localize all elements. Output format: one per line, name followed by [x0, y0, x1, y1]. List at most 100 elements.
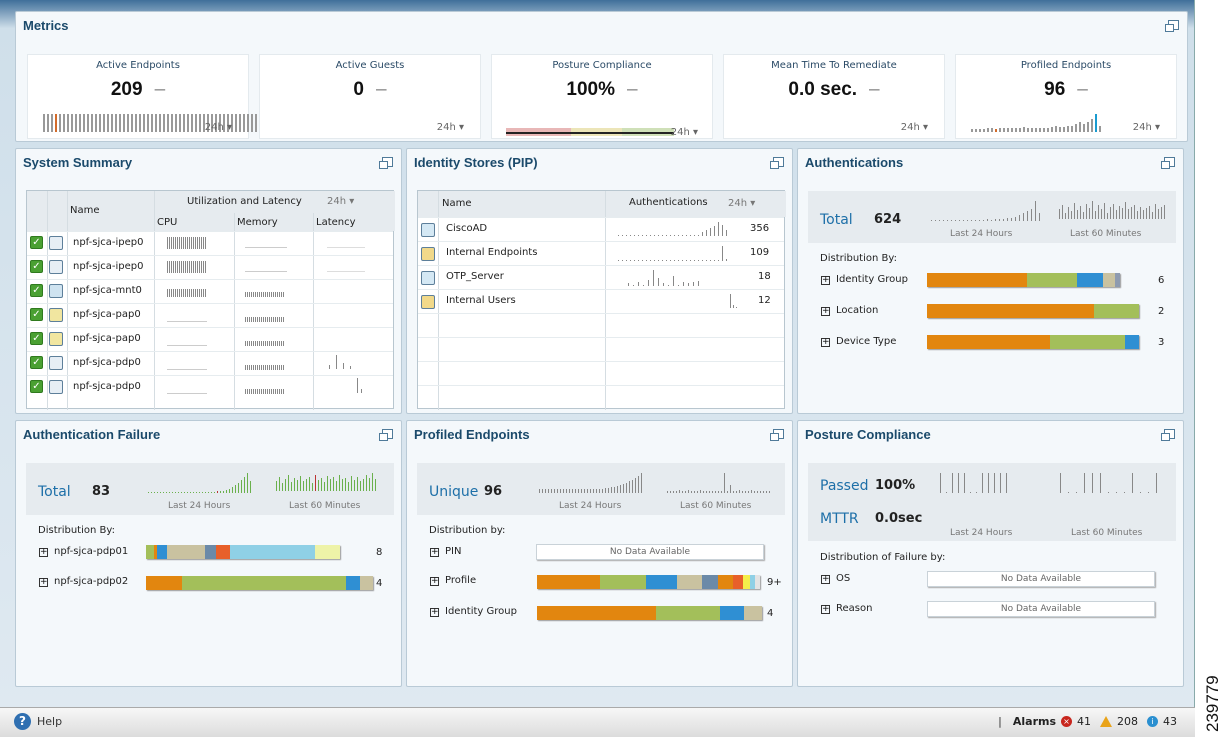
- table-row[interactable]: ✓ npf-sjca-ipep0: [27, 255, 393, 279]
- dist-item-label[interactable]: Location: [836, 305, 879, 316]
- row-name: npf-sjca-ipep0: [73, 261, 144, 272]
- metric-mean-time-remediate[interactable]: Mean Time To Remediate 0.0 sec. – 24h: [723, 54, 945, 139]
- metric-active-endpoints[interactable]: Active Endpoints 209– 24h: [27, 54, 429, 139]
- dist-bar[interactable]: [537, 575, 760, 589]
- dist-bar[interactable]: [146, 545, 340, 559]
- table-row[interactable]: Internal Endpoints 109: [418, 241, 784, 265]
- help-link[interactable]: ? Help: [14, 713, 62, 730]
- server-icon: [49, 236, 63, 250]
- maximize-icon[interactable]: [1165, 20, 1179, 32]
- last60-sparkline: [1060, 473, 1157, 493]
- range-dropdown[interactable]: 24h ▾: [728, 198, 756, 209]
- mttr-label: MTTR: [820, 511, 859, 527]
- expand-icon[interactable]: +: [821, 275, 830, 285]
- dist-bar[interactable]: [537, 606, 762, 620]
- server-icon: [49, 260, 63, 274]
- expand-icon[interactable]: +: [39, 577, 48, 587]
- row-name: npf-sjca-mnt0: [73, 285, 142, 296]
- ad-icon: [421, 223, 435, 237]
- info-icon: i: [1147, 716, 1158, 727]
- table-row[interactable]: CiscoAD 356: [418, 217, 784, 241]
- metric-posture-compliance[interactable]: Posture Compliance 100% – 24h: [491, 54, 713, 139]
- col-group: Utilization and Latency: [187, 196, 302, 207]
- table-row[interactable]: OTP_Server 18: [418, 265, 784, 289]
- critical-count[interactable]: 41: [1077, 715, 1091, 728]
- alarms-area[interactable]: | Alarms × 41 208 i 43: [998, 715, 1177, 728]
- dist-item-label[interactable]: PIN: [445, 546, 462, 557]
- table-row[interactable]: ✓ npf-sjca-pap0: [27, 303, 393, 327]
- maximize-icon[interactable]: [770, 429, 784, 441]
- auth-failure-title: Authentication Failure: [23, 427, 161, 442]
- dist-item-label[interactable]: Reason: [836, 603, 873, 614]
- help-label: Help: [37, 715, 63, 728]
- check-icon: ✓: [30, 236, 43, 249]
- distribution-label: Distribution of Failure by:: [820, 552, 946, 563]
- range-dropdown[interactable]: 24h: [437, 122, 464, 133]
- table-row[interactable]: ✓ npf-sjca-pdp0: [27, 375, 393, 399]
- server-icon: [49, 380, 63, 394]
- maximize-icon[interactable]: [379, 429, 393, 441]
- memory-sparkline: [245, 292, 284, 297]
- chart-icon: [49, 284, 63, 298]
- info-count[interactable]: 43: [1163, 715, 1177, 728]
- memory-sparkline: [245, 389, 284, 394]
- maximize-icon[interactable]: [770, 157, 784, 169]
- metric-label: Active Endpoints: [96, 60, 180, 71]
- dist-bar[interactable]: [146, 576, 373, 590]
- maximize-icon[interactable]: [1161, 157, 1175, 169]
- auth-sparkline: [628, 270, 699, 286]
- dist-item-label[interactable]: Identity Group: [445, 606, 517, 617]
- metric-value: 100% –: [566, 79, 638, 100]
- check-icon: ✓: [30, 380, 43, 393]
- dist-bar[interactable]: [927, 335, 1139, 349]
- range-dropdown[interactable]: 24h: [1133, 122, 1160, 133]
- expand-icon[interactable]: +: [430, 607, 439, 617]
- table-row[interactable]: ✓ npf-sjca-pdp0: [27, 351, 393, 375]
- dist-item-label[interactable]: npf-sjca-pdp02: [54, 576, 129, 587]
- col-name[interactable]: Name: [70, 205, 100, 216]
- no-data-box: No Data Available: [927, 601, 1155, 617]
- expand-icon[interactable]: +: [430, 576, 439, 586]
- cpu-sparkline: [167, 289, 206, 297]
- dist-bar[interactable]: [927, 273, 1121, 287]
- database-icon: [421, 295, 435, 309]
- dist-item-label[interactable]: Device Type: [836, 336, 897, 347]
- maximize-icon[interactable]: [379, 157, 393, 169]
- table-row[interactable]: ✓ npf-sjca-mnt0: [27, 279, 393, 303]
- col-authentications[interactable]: Authentications: [629, 197, 708, 208]
- expand-icon[interactable]: +: [39, 547, 48, 557]
- col-name[interactable]: Name: [442, 198, 472, 209]
- expand-icon[interactable]: +: [821, 337, 830, 347]
- maximize-icon[interactable]: [1161, 429, 1175, 441]
- dist-bar[interactable]: [927, 304, 1139, 318]
- table-row[interactable]: ✓ npf-sjca-ipep0: [27, 231, 393, 255]
- dist-item-label[interactable]: npf-sjca-pdp01: [54, 546, 129, 557]
- range-dropdown[interactable]: 24h: [901, 122, 928, 133]
- metric-profiled-endpoints[interactable]: Profiled Endpoints 96– 24h: [955, 54, 1177, 139]
- last24-label: Last 24 Hours: [950, 229, 1013, 239]
- metric-active-guests[interactable]: Active Guests 0– 24h: [259, 54, 481, 139]
- range-dropdown[interactable]: 24h ▾: [327, 196, 355, 207]
- expand-icon[interactable]: +: [821, 574, 830, 584]
- metric-label: Posture Compliance: [552, 60, 652, 71]
- expand-icon[interactable]: +: [821, 604, 830, 614]
- check-icon: ✓: [30, 308, 43, 321]
- col-latency[interactable]: Latency: [316, 217, 356, 228]
- last24-label: Last 24 Hours: [168, 501, 231, 511]
- table-row[interactable]: Internal Users 12: [418, 289, 784, 313]
- expand-icon[interactable]: +: [821, 306, 830, 316]
- memory-sparkline: [245, 365, 284, 370]
- expand-icon[interactable]: +: [430, 547, 439, 557]
- row-name: CiscoAD: [446, 223, 488, 234]
- table-row[interactable]: ✓ npf-sjca-pap0: [27, 327, 393, 351]
- posture-compliance-title: Posture Compliance: [805, 427, 931, 442]
- col-memory[interactable]: Memory: [237, 217, 278, 228]
- dist-item-label[interactable]: Identity Group: [836, 274, 908, 285]
- identity-stores-title: Identity Stores (PIP): [414, 155, 538, 170]
- dist-item-count: 3: [1158, 337, 1165, 348]
- warning-count[interactable]: 208: [1117, 715, 1138, 728]
- col-cpu[interactable]: CPU: [157, 217, 178, 228]
- range-dropdown[interactable]: 24h: [205, 122, 232, 133]
- dist-item-label[interactable]: Profile: [445, 575, 477, 586]
- dist-item-label[interactable]: OS: [836, 573, 851, 584]
